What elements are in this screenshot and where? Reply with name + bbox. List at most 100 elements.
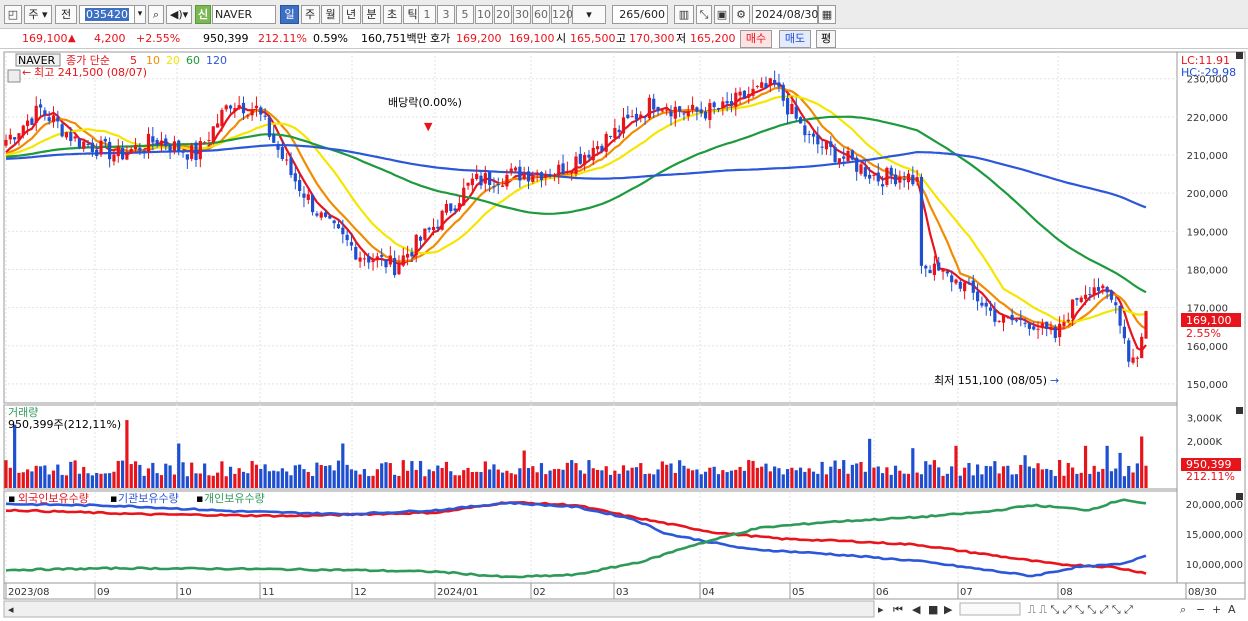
volume-bar-227: [984, 465, 988, 488]
stop-icon[interactable]: ■: [928, 603, 938, 616]
candle-type-icon[interactable]: ▥: [674, 5, 694, 24]
volume-bar-262: [1135, 463, 1139, 488]
quote-bar: 169,100 ▲ 4,200 +2.55% 950,399 212.11% 0…: [0, 29, 1248, 49]
holding-tick-2: 10,000,000: [1186, 560, 1243, 571]
volume-bar-53: [233, 473, 237, 488]
candle-body-158: [686, 112, 690, 117]
stock-chart[interactable]: 230,000 220,000 210,000 200,000 190,000 180,0…: [0, 50, 1248, 621]
candle-body-67: [293, 173, 297, 182]
drawing-tools-icon[interactable]: ⎍ ⎍ ⤡ ⤢ ⤡ ⤡ ⤢ ⤡ ⤢: [1028, 603, 1133, 616]
candle-body-162: [703, 111, 708, 119]
save-icon[interactable]: ▣: [714, 5, 730, 24]
market-type-dropdown[interactable]: 주 ▾: [24, 5, 52, 24]
period-button-3[interactable]: 년: [341, 5, 361, 24]
all-market-button[interactable]: 전: [55, 5, 77, 24]
candle-body-2: [13, 137, 17, 140]
volume-bar-243: [1053, 475, 1057, 488]
next-page-icon[interactable]: ▶: [944, 603, 953, 616]
price-tick-7: 160,000: [1187, 342, 1228, 353]
scroll-left-icon[interactable]: ◂: [8, 603, 14, 616]
grid-toggle-icon[interactable]: [7, 69, 21, 83]
volume-bar-49: [215, 472, 220, 488]
bar-count-field[interactable]: 265/600: [612, 5, 668, 24]
search-icon[interactable]: ⌕: [148, 5, 164, 24]
custom-interval-dropdown[interactable]: ▾: [572, 5, 606, 24]
buy-button[interactable]: 매수: [740, 30, 772, 48]
volume-bar-174: [755, 467, 759, 488]
volume-bar-86: [375, 469, 379, 488]
auto-scale-icon[interactable]: A: [1228, 603, 1236, 616]
interval-button-30[interactable]: 30: [513, 5, 531, 24]
gear-icon[interactable]: ⚙: [732, 5, 750, 24]
first-page-icon[interactable]: ⏮: [893, 603, 903, 616]
interval-button-3[interactable]: 3: [437, 5, 455, 24]
candle-body-13: [60, 124, 64, 137]
x-tick-0: 2023/08: [8, 587, 50, 598]
candle-body-159: [690, 104, 695, 110]
volume-bar-72: [315, 462, 319, 488]
date-field[interactable]: 2024/08/30: [752, 5, 818, 24]
volume-bar-80: [349, 469, 354, 488]
horizontal-scrollbar[interactable]: [3, 600, 875, 618]
volume-bar-69: [302, 469, 306, 488]
period-button-6[interactable]: 틱: [403, 5, 422, 24]
candle-body-219: [950, 275, 954, 283]
scroll-right-icon[interactable]: ▸: [878, 603, 884, 616]
candle-body-248: [1075, 298, 1079, 300]
sell-button[interactable]: 매도: [779, 30, 811, 48]
eval-button[interactable]: 평: [816, 30, 836, 48]
stock-name-field[interactable]: NAVER: [212, 5, 276, 24]
price-panel[interactable]: [3, 51, 1178, 404]
volume-bars: [4, 420, 1148, 488]
draw-tool-icon[interactable]: ⤡: [696, 5, 712, 24]
stock-code-dropdown-icon[interactable]: ▾: [134, 5, 146, 24]
volume-bar-43: [190, 462, 194, 488]
interval-button-10[interactable]: 10: [475, 5, 493, 24]
zoom-out-icon[interactable]: −: [1196, 603, 1205, 616]
period-button-5[interactable]: 초: [382, 5, 402, 24]
interval-button-1[interactable]: 1: [418, 5, 436, 24]
zoom-slider[interactable]: [959, 602, 1021, 616]
interval-button-120[interactable]: 120: [551, 5, 573, 24]
interval-button-60[interactable]: 60: [532, 5, 550, 24]
candle-body-62: [272, 134, 276, 143]
sound-icon[interactable]: ◀)▾: [166, 5, 192, 24]
candle-body-85: [371, 260, 375, 263]
candle-body-252: [1092, 287, 1096, 295]
volume-bar-37: [164, 463, 168, 488]
volume-bar-167: [725, 472, 729, 488]
candle-body-163: [708, 103, 712, 120]
volume-bar-68: [298, 464, 302, 488]
period-button-0[interactable]: 일: [280, 5, 299, 24]
interval-button-20[interactable]: 20: [494, 5, 512, 24]
volume-bar-202: [876, 466, 880, 488]
candle-body-235: [1019, 319, 1023, 321]
prev-page-icon[interactable]: ◀: [912, 603, 921, 616]
volume-panel-close-icon[interactable]: [1236, 407, 1243, 414]
legend-name-box[interactable]: [15, 53, 61, 67]
stock-code-input[interactable]: 035420: [79, 5, 135, 24]
interval-button-5[interactable]: 5: [456, 5, 474, 24]
zoom-in-icon[interactable]: +: [1212, 603, 1221, 616]
volume-bar-154: [669, 463, 673, 488]
candle-body-247: [1070, 299, 1075, 319]
volume-bar-19: [86, 473, 90, 488]
period-button-4[interactable]: 분: [362, 5, 381, 24]
holding-panel-close-icon[interactable]: [1236, 493, 1243, 500]
period-button-1[interactable]: 주: [300, 5, 320, 24]
candle-body-262: [1135, 357, 1139, 359]
candle-body-178: [773, 79, 777, 84]
candle-body-136: [591, 147, 595, 161]
candle-body-183: [794, 106, 798, 119]
zoom-search-icon[interactable]: ⌕: [1180, 603, 1186, 616]
candle-body-124: [539, 172, 544, 181]
candle-body-78: [341, 227, 345, 235]
candle-body-223: [967, 282, 971, 284]
price-panel-close-icon[interactable]: [1236, 52, 1243, 59]
volume-bar-234: [1014, 474, 1019, 488]
calendar-icon[interactable]: ▦: [818, 5, 836, 24]
bar-count-max: /600: [640, 8, 665, 21]
period-button-2[interactable]: 월: [321, 5, 340, 24]
window-menu-icon[interactable]: ◰: [4, 5, 22, 24]
candle-body-244: [1058, 323, 1062, 338]
